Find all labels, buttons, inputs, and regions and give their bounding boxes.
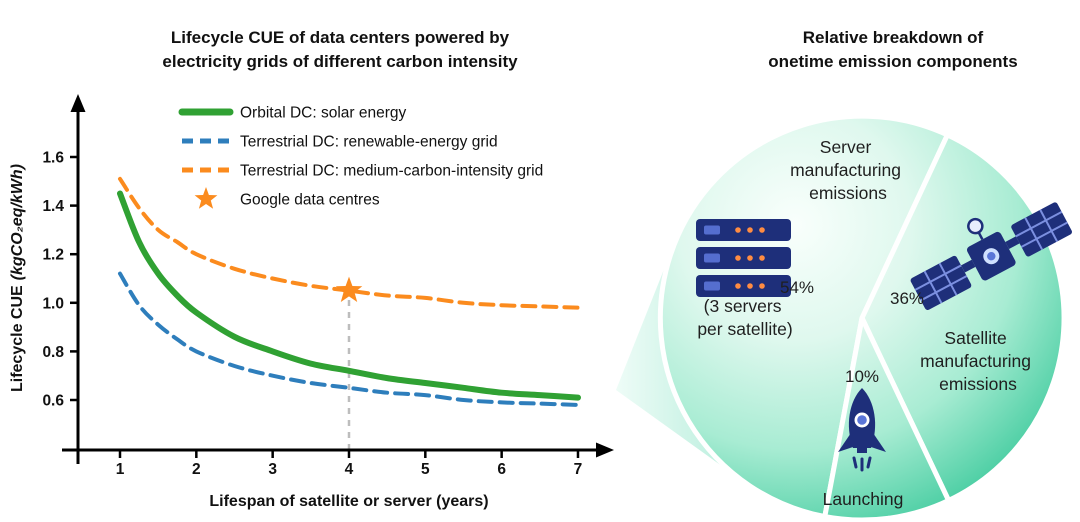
pie-chart-title: Relative breakdown of onetime emission c… [708, 26, 1078, 74]
y-tick-label: 0.8 [42, 344, 64, 361]
x-tick-label: 4 [345, 461, 354, 478]
y-tick-label: 1.2 [42, 247, 64, 264]
y-tick-label: 1.0 [42, 295, 64, 312]
legend: Orbital DC: solar energy Terrestrial DC: … [178, 105, 543, 209]
server-rack-icon [696, 219, 791, 297]
pie-chart-svg: Server manufacturing emissions (3 server… [616, 113, 1072, 522]
legend-label: Google data centres [240, 192, 380, 209]
y-tick-label: 1.4 [42, 198, 64, 215]
server-slice-note: (3 servers per satellite) [697, 296, 792, 339]
server-slice-label: Server manufacturing emissions [790, 137, 906, 203]
series-line-terrestrial-dc-renewable-grid [118, 271, 580, 407]
legend-item-terrestrial-dc-renewable-grid: Terrestrial DC: renewable-energy grid [182, 134, 498, 151]
series-line-terrestrial-dc-medium-carbon-grid [118, 176, 580, 310]
legend-label: Terrestrial DC: renewable-energy grid [240, 134, 498, 151]
satellite-icon [910, 202, 1072, 310]
y-tick-label: 1.6 [42, 150, 64, 167]
line-chart-svg: Lifespan of satellite or server (years) … [9, 94, 614, 510]
x-tick-label: 3 [268, 461, 277, 478]
x-axis-arrow [596, 442, 614, 458]
line-chart-title-line2: electricity grids of different carbon in… [162, 52, 518, 71]
legend-item-orbital-dc-solar: Orbital DC: solar energy [178, 105, 407, 122]
x-tick-label: 5 [421, 461, 430, 478]
legend-label: Terrestrial DC: medium-carbon-intensity … [240, 163, 543, 180]
x-tick-label: 6 [497, 461, 506, 478]
launching-slice-label: Launching [823, 489, 904, 509]
legend-item-google-data-centres: Google data centres [194, 187, 380, 209]
line-chart-title-line1: Lifecycle CUE of data centers powered by [170, 28, 510, 47]
x-tick-label: 2 [192, 461, 201, 478]
series-line-orbital-dc-solar [117, 190, 581, 401]
x-tick-label: 1 [116, 461, 125, 478]
legend-label: Orbital DC: solar energy [240, 105, 407, 122]
pie-slice-server-manufacturing [657, 113, 950, 520]
x-tick-label: 7 [574, 461, 583, 478]
y-tick-label: 0.6 [42, 393, 64, 410]
legend-item-terrestrial-dc-medium-carbon-grid: Terrestrial DC: medium-carbon-intensity … [182, 163, 543, 180]
line-chart-title: Lifecycle CUE of data centers powered by… [30, 26, 650, 74]
satellite-slice-percent: 36% [890, 289, 924, 308]
marker-star-google-data-centres [335, 276, 363, 302]
x-axis-title: Lifespan of satellite or server (years) [209, 493, 488, 510]
pie-chart-title-line1: Relative breakdown of [802, 28, 984, 47]
server-slice-percent: 54% [780, 278, 814, 297]
rocket-icon [838, 388, 886, 472]
satellite-slice-label: Satellite manufacturing emissions [920, 328, 1036, 394]
launching-slice-percent: 10% [845, 367, 879, 386]
y-axis-title: Lifecycle CUE(kgCO₂eq/kWh) [9, 164, 26, 392]
plot-area [117, 176, 581, 450]
legend-star-swatch [194, 187, 218, 209]
pie-slice-launching [822, 315, 952, 522]
y-axis-arrow [70, 94, 86, 112]
pie-chart-title-line2: onetime emission components [768, 52, 1018, 71]
axes: Lifespan of satellite or server (years) … [9, 94, 614, 510]
